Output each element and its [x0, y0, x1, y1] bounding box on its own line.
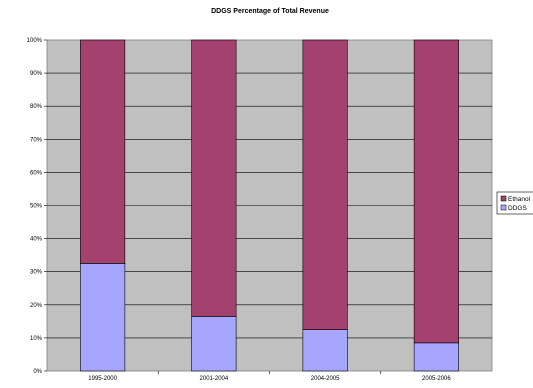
y-tick-label: 30%	[30, 270, 43, 276]
y-tick-label: 0%	[33, 369, 42, 375]
x-tick-label: 2001-2004	[200, 376, 229, 382]
y-tick-label: 50%	[30, 204, 43, 210]
bar-ethanol-1995-2000	[80, 39, 126, 264]
y-tick-label: 80%	[30, 104, 43, 110]
x-tick-label: 2005-2006	[422, 376, 451, 382]
y-tick-label: 20%	[30, 303, 43, 309]
bar-ddgs-2004-2005	[302, 329, 348, 372]
legend-label-ddgs: DDGS	[508, 205, 527, 212]
chart-title: DDGS Percentage of Total Revenue	[211, 8, 329, 15]
x-tick-label: 2004-2005	[311, 376, 340, 382]
y-tick-label: 40%	[30, 237, 43, 243]
legend-swatch-ethanol	[500, 195, 507, 202]
bar-ethanol-2004-2005	[302, 39, 348, 330]
bar-ddgs-2005-2006	[413, 342, 459, 372]
y-tick-label: 90%	[30, 71, 43, 77]
legend-swatch-ddgs	[500, 204, 507, 211]
bars	[80, 39, 459, 372]
y-tick-label: 70%	[30, 137, 43, 143]
bar-ddgs-2001-2004	[191, 316, 237, 372]
legend-label-ethanol: Ethanol	[508, 196, 531, 203]
y-tick-label: 60%	[30, 170, 43, 176]
bar-ethanol-2005-2006	[413, 39, 459, 344]
bar-ethanol-2001-2004	[191, 39, 237, 317]
y-axis-ticks: 0% 10% 20% 30% 40% 50% 60% 70% 80% 90% 100%	[27, 38, 47, 375]
y-tick-label: 10%	[30, 336, 43, 342]
x-axis-ticks: 1995-2000 2001-2004 2004-2005 2005-2006	[88, 371, 451, 382]
legend: Ethanol DDGS	[496, 191, 533, 215]
y-tick-label: 100%	[27, 38, 43, 44]
bar-ddgs-1995-2000	[80, 263, 126, 372]
x-tick-label: 1995-2000	[88, 376, 117, 382]
